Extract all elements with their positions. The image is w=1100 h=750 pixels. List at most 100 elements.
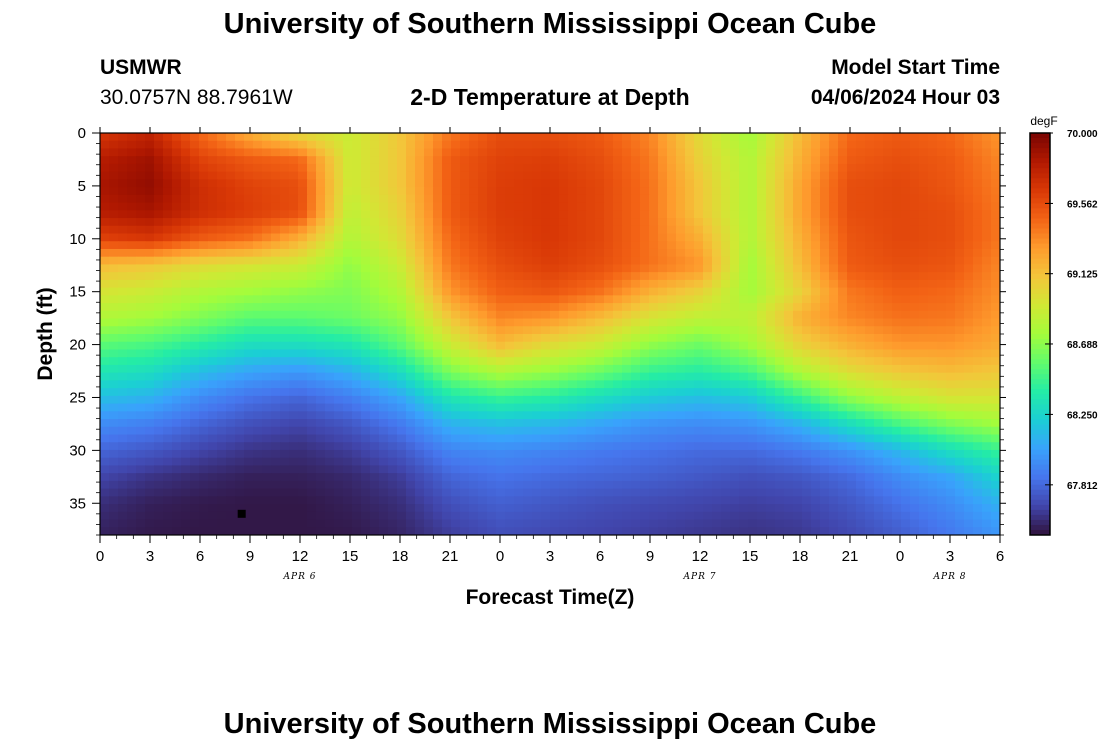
heatmap-cell bbox=[946, 364, 956, 374]
heatmap-cell bbox=[892, 318, 902, 327]
heatmap-cell bbox=[577, 449, 587, 459]
heatmap-cell bbox=[181, 442, 191, 451]
heatmap-cell bbox=[325, 140, 335, 150]
heatmap-cell bbox=[253, 465, 263, 474]
heatmap-cell bbox=[730, 148, 740, 157]
heatmap-cell bbox=[415, 457, 425, 467]
heatmap-cell bbox=[649, 419, 659, 428]
heatmap-cell bbox=[964, 171, 974, 180]
heatmap-cell bbox=[829, 511, 839, 521]
heatmap-cell bbox=[136, 279, 146, 289]
heatmap-cell bbox=[442, 488, 452, 497]
heatmap-cell bbox=[946, 233, 956, 242]
heatmap-cell bbox=[991, 364, 1000, 374]
heatmap-cell bbox=[631, 133, 641, 142]
heatmap-cell bbox=[100, 380, 110, 389]
heatmap-cell bbox=[532, 256, 542, 266]
heatmap-cell bbox=[415, 318, 425, 327]
heatmap-cell bbox=[298, 194, 308, 204]
heatmap-cell bbox=[820, 364, 830, 374]
heatmap-cell bbox=[361, 225, 371, 235]
heatmap-cell bbox=[838, 411, 848, 420]
heatmap-cell bbox=[667, 194, 677, 204]
heatmap-cell bbox=[568, 148, 578, 157]
heatmap-cell bbox=[145, 241, 155, 250]
heatmap-cell bbox=[964, 488, 974, 497]
heatmap-cell bbox=[478, 403, 488, 412]
heatmap-cell bbox=[676, 133, 686, 142]
heatmap-cell bbox=[937, 449, 947, 459]
heatmap-cell bbox=[469, 411, 479, 420]
heatmap-cell bbox=[262, 395, 272, 405]
heatmap-cell bbox=[217, 349, 227, 358]
heatmap-cell bbox=[649, 480, 659, 490]
heatmap-cell bbox=[973, 163, 983, 173]
heatmap-cell bbox=[604, 496, 614, 505]
heatmap-cell bbox=[397, 318, 407, 327]
heatmap-cell bbox=[919, 187, 929, 196]
heatmap-cell bbox=[640, 202, 650, 211]
heatmap-cell bbox=[442, 473, 452, 482]
heatmap-cell bbox=[613, 194, 623, 204]
heatmap-cell bbox=[649, 488, 659, 497]
heatmap-cell bbox=[784, 272, 794, 281]
heatmap-cell bbox=[568, 264, 578, 273]
heatmap-cell bbox=[532, 403, 542, 412]
heatmap-cell bbox=[181, 318, 191, 327]
heatmap-cell bbox=[469, 279, 479, 289]
heatmap-cell bbox=[748, 411, 758, 420]
heatmap-cell bbox=[676, 380, 686, 389]
heatmap-cell bbox=[586, 395, 596, 405]
heatmap-cell bbox=[253, 395, 263, 405]
heatmap-cell bbox=[955, 218, 965, 227]
heatmap-cell bbox=[946, 388, 956, 397]
heatmap-cell bbox=[910, 419, 920, 428]
heatmap-cell bbox=[865, 364, 875, 374]
heatmap-cell bbox=[118, 233, 128, 242]
heatmap-cell bbox=[496, 171, 506, 180]
heatmap-cell bbox=[478, 287, 488, 296]
heatmap-cell bbox=[784, 264, 794, 273]
heatmap-cell bbox=[505, 496, 515, 505]
heatmap-cell bbox=[541, 194, 551, 204]
heatmap-cell bbox=[361, 419, 371, 428]
heatmap-cell bbox=[406, 465, 416, 474]
heatmap-cell bbox=[181, 133, 191, 142]
heatmap-cell bbox=[154, 148, 164, 157]
heatmap-cell bbox=[235, 163, 245, 173]
heatmap-cell bbox=[865, 225, 875, 235]
heatmap-cell bbox=[118, 496, 128, 505]
heatmap-cell bbox=[505, 442, 515, 451]
heatmap-cell bbox=[640, 194, 650, 204]
heatmap-cell bbox=[415, 210, 425, 219]
heatmap-cell bbox=[703, 465, 713, 474]
heatmap-cell bbox=[874, 488, 884, 497]
heatmap-cell bbox=[505, 272, 515, 281]
heatmap-cell bbox=[289, 357, 299, 366]
heatmap-cell bbox=[514, 388, 524, 397]
heatmap-cell bbox=[910, 202, 920, 211]
heatmap-cell bbox=[991, 279, 1000, 289]
chart-subtitle: 2-D Temperature at Depth bbox=[410, 84, 690, 110]
heatmap-cell bbox=[883, 133, 893, 142]
heatmap-cell bbox=[631, 326, 641, 335]
heatmap-cell bbox=[190, 194, 200, 204]
heatmap-cell bbox=[280, 233, 290, 242]
heatmap-cell bbox=[838, 133, 848, 142]
heatmap-cell bbox=[532, 341, 542, 351]
heatmap-cell bbox=[640, 334, 650, 343]
heatmap-cell bbox=[109, 295, 119, 304]
heatmap-cell bbox=[226, 318, 236, 327]
heatmap-cell bbox=[136, 504, 146, 513]
heatmap-cell bbox=[532, 218, 542, 227]
heatmap-cell bbox=[361, 380, 371, 389]
heatmap-cell bbox=[928, 233, 938, 242]
heatmap-cell bbox=[604, 233, 614, 242]
heatmap-cell bbox=[667, 511, 677, 521]
heatmap-cell bbox=[307, 218, 317, 227]
heatmap-cell bbox=[118, 442, 128, 451]
heatmap-cell bbox=[631, 434, 641, 443]
heatmap-cell bbox=[523, 411, 533, 420]
heatmap-cell bbox=[235, 287, 245, 296]
heatmap-cell bbox=[820, 187, 830, 196]
